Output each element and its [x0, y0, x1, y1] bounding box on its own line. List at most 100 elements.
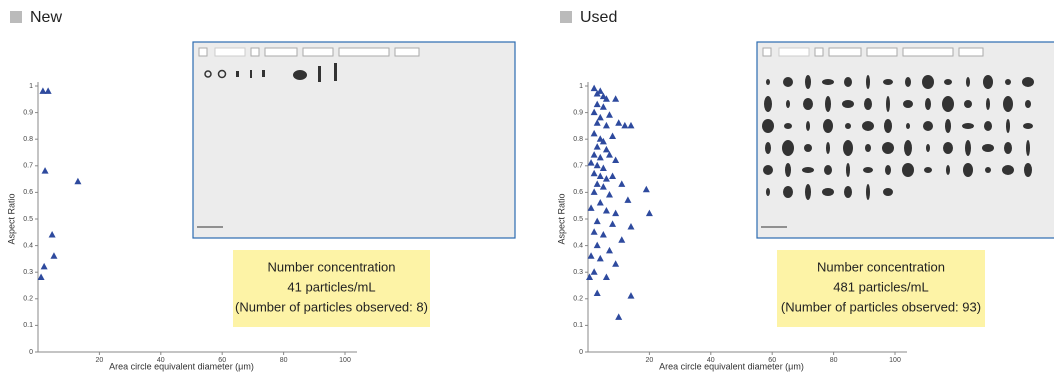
y-tick-label: 0.6: [573, 189, 583, 196]
particle: [946, 165, 950, 175]
particle: [783, 77, 793, 87]
particle: [963, 163, 973, 177]
particle: [944, 79, 952, 85]
point: [615, 119, 623, 126]
y-tick-label: 0.8: [573, 136, 583, 143]
point: [618, 180, 626, 187]
particle: [863, 167, 873, 173]
point: [612, 156, 620, 163]
particle: [803, 98, 813, 110]
point: [593, 289, 601, 296]
point: [37, 273, 45, 281]
particle: [883, 188, 893, 196]
particle: [826, 142, 830, 154]
x-tick-label: 20: [646, 357, 654, 364]
particle: [923, 121, 933, 131]
point: [609, 220, 617, 227]
charts: New 0 0.1 0.2 0.3 0.4 0.5 0.6 0.7 0.8 0.9 1 20 40 60 80…: [6, 9, 985, 371]
point: [41, 167, 49, 174]
particle: [924, 167, 932, 173]
x-tick-label: 60: [768, 357, 776, 364]
particle: [1006, 119, 1010, 133]
point: [605, 111, 613, 118]
point: [593, 119, 601, 126]
x-tick-label: 100: [889, 357, 901, 364]
point: [612, 260, 620, 267]
particle: [984, 121, 992, 131]
x-tick-label: 80: [830, 357, 838, 364]
point: [587, 252, 595, 259]
point: [586, 273, 594, 281]
particle: [866, 75, 870, 89]
point: [596, 254, 604, 262]
point: [602, 207, 610, 214]
particle: [865, 144, 871, 152]
particle: [884, 119, 892, 133]
panel-title: New: [30, 9, 62, 26]
point: [602, 95, 610, 102]
particle: [866, 184, 870, 200]
point: [40, 262, 48, 270]
point: [605, 191, 613, 198]
y-tick-label: 0.5: [573, 216, 583, 223]
point: [587, 204, 595, 211]
particle: [765, 142, 771, 154]
particle: [802, 167, 814, 173]
particle: [783, 186, 793, 198]
particle: [885, 165, 891, 175]
annotation-line: 41 particles/mL: [287, 279, 375, 294]
particle: [903, 100, 913, 108]
y-tick-label: 0.5: [23, 216, 33, 223]
particle: [962, 123, 974, 129]
annotation-box: [233, 250, 430, 327]
y-tick-label: 0.8: [23, 136, 33, 143]
particle: [883, 79, 893, 85]
y-axis-label: Aspect Ratio: [6, 193, 16, 244]
point: [44, 87, 52, 94]
point: [599, 92, 607, 100]
particle: [763, 165, 773, 175]
y-tick-label: 1: [579, 83, 583, 90]
particle: [1002, 165, 1014, 175]
particle: [986, 98, 990, 110]
y-tick-label: 0.3: [23, 269, 33, 276]
particle: [842, 100, 854, 108]
annotation-line: (Number of particles observed: 8): [235, 299, 428, 314]
particle: [964, 100, 972, 108]
particle: [862, 121, 874, 131]
particle: [825, 96, 831, 112]
y-tick-label: 0: [579, 349, 583, 356]
particle: [905, 77, 911, 87]
panel-title: Used: [580, 9, 617, 26]
particle: [824, 165, 832, 175]
point: [593, 217, 601, 225]
point: [605, 246, 613, 254]
inset-used: [756, 41, 1054, 239]
point: [624, 196, 632, 203]
particle: [1023, 123, 1033, 129]
particle: [1005, 79, 1011, 85]
particle: [945, 119, 951, 133]
y-tick-label: 0.4: [573, 242, 583, 249]
point: [599, 164, 607, 171]
point: [596, 199, 604, 206]
particle: [1003, 96, 1013, 112]
x-tick-label: 60: [218, 357, 226, 364]
point: [590, 108, 598, 116]
point: [602, 145, 610, 153]
y-tick-label: 0.7: [573, 163, 583, 170]
y-axis-label: Aspect Ratio: [556, 193, 566, 244]
annotation-line: Number concentration: [817, 259, 945, 274]
particle: [784, 123, 792, 129]
particle: [804, 144, 812, 152]
point: [593, 100, 601, 108]
point: [605, 151, 613, 158]
x-tick-label: 20: [96, 357, 104, 364]
particle: [762, 119, 774, 133]
particle: [925, 98, 931, 110]
y-tick-label: 0.3: [573, 269, 583, 276]
particle: [1024, 163, 1032, 177]
point: [590, 151, 598, 158]
x-tick-label: 40: [157, 357, 165, 364]
point: [599, 103, 607, 110]
